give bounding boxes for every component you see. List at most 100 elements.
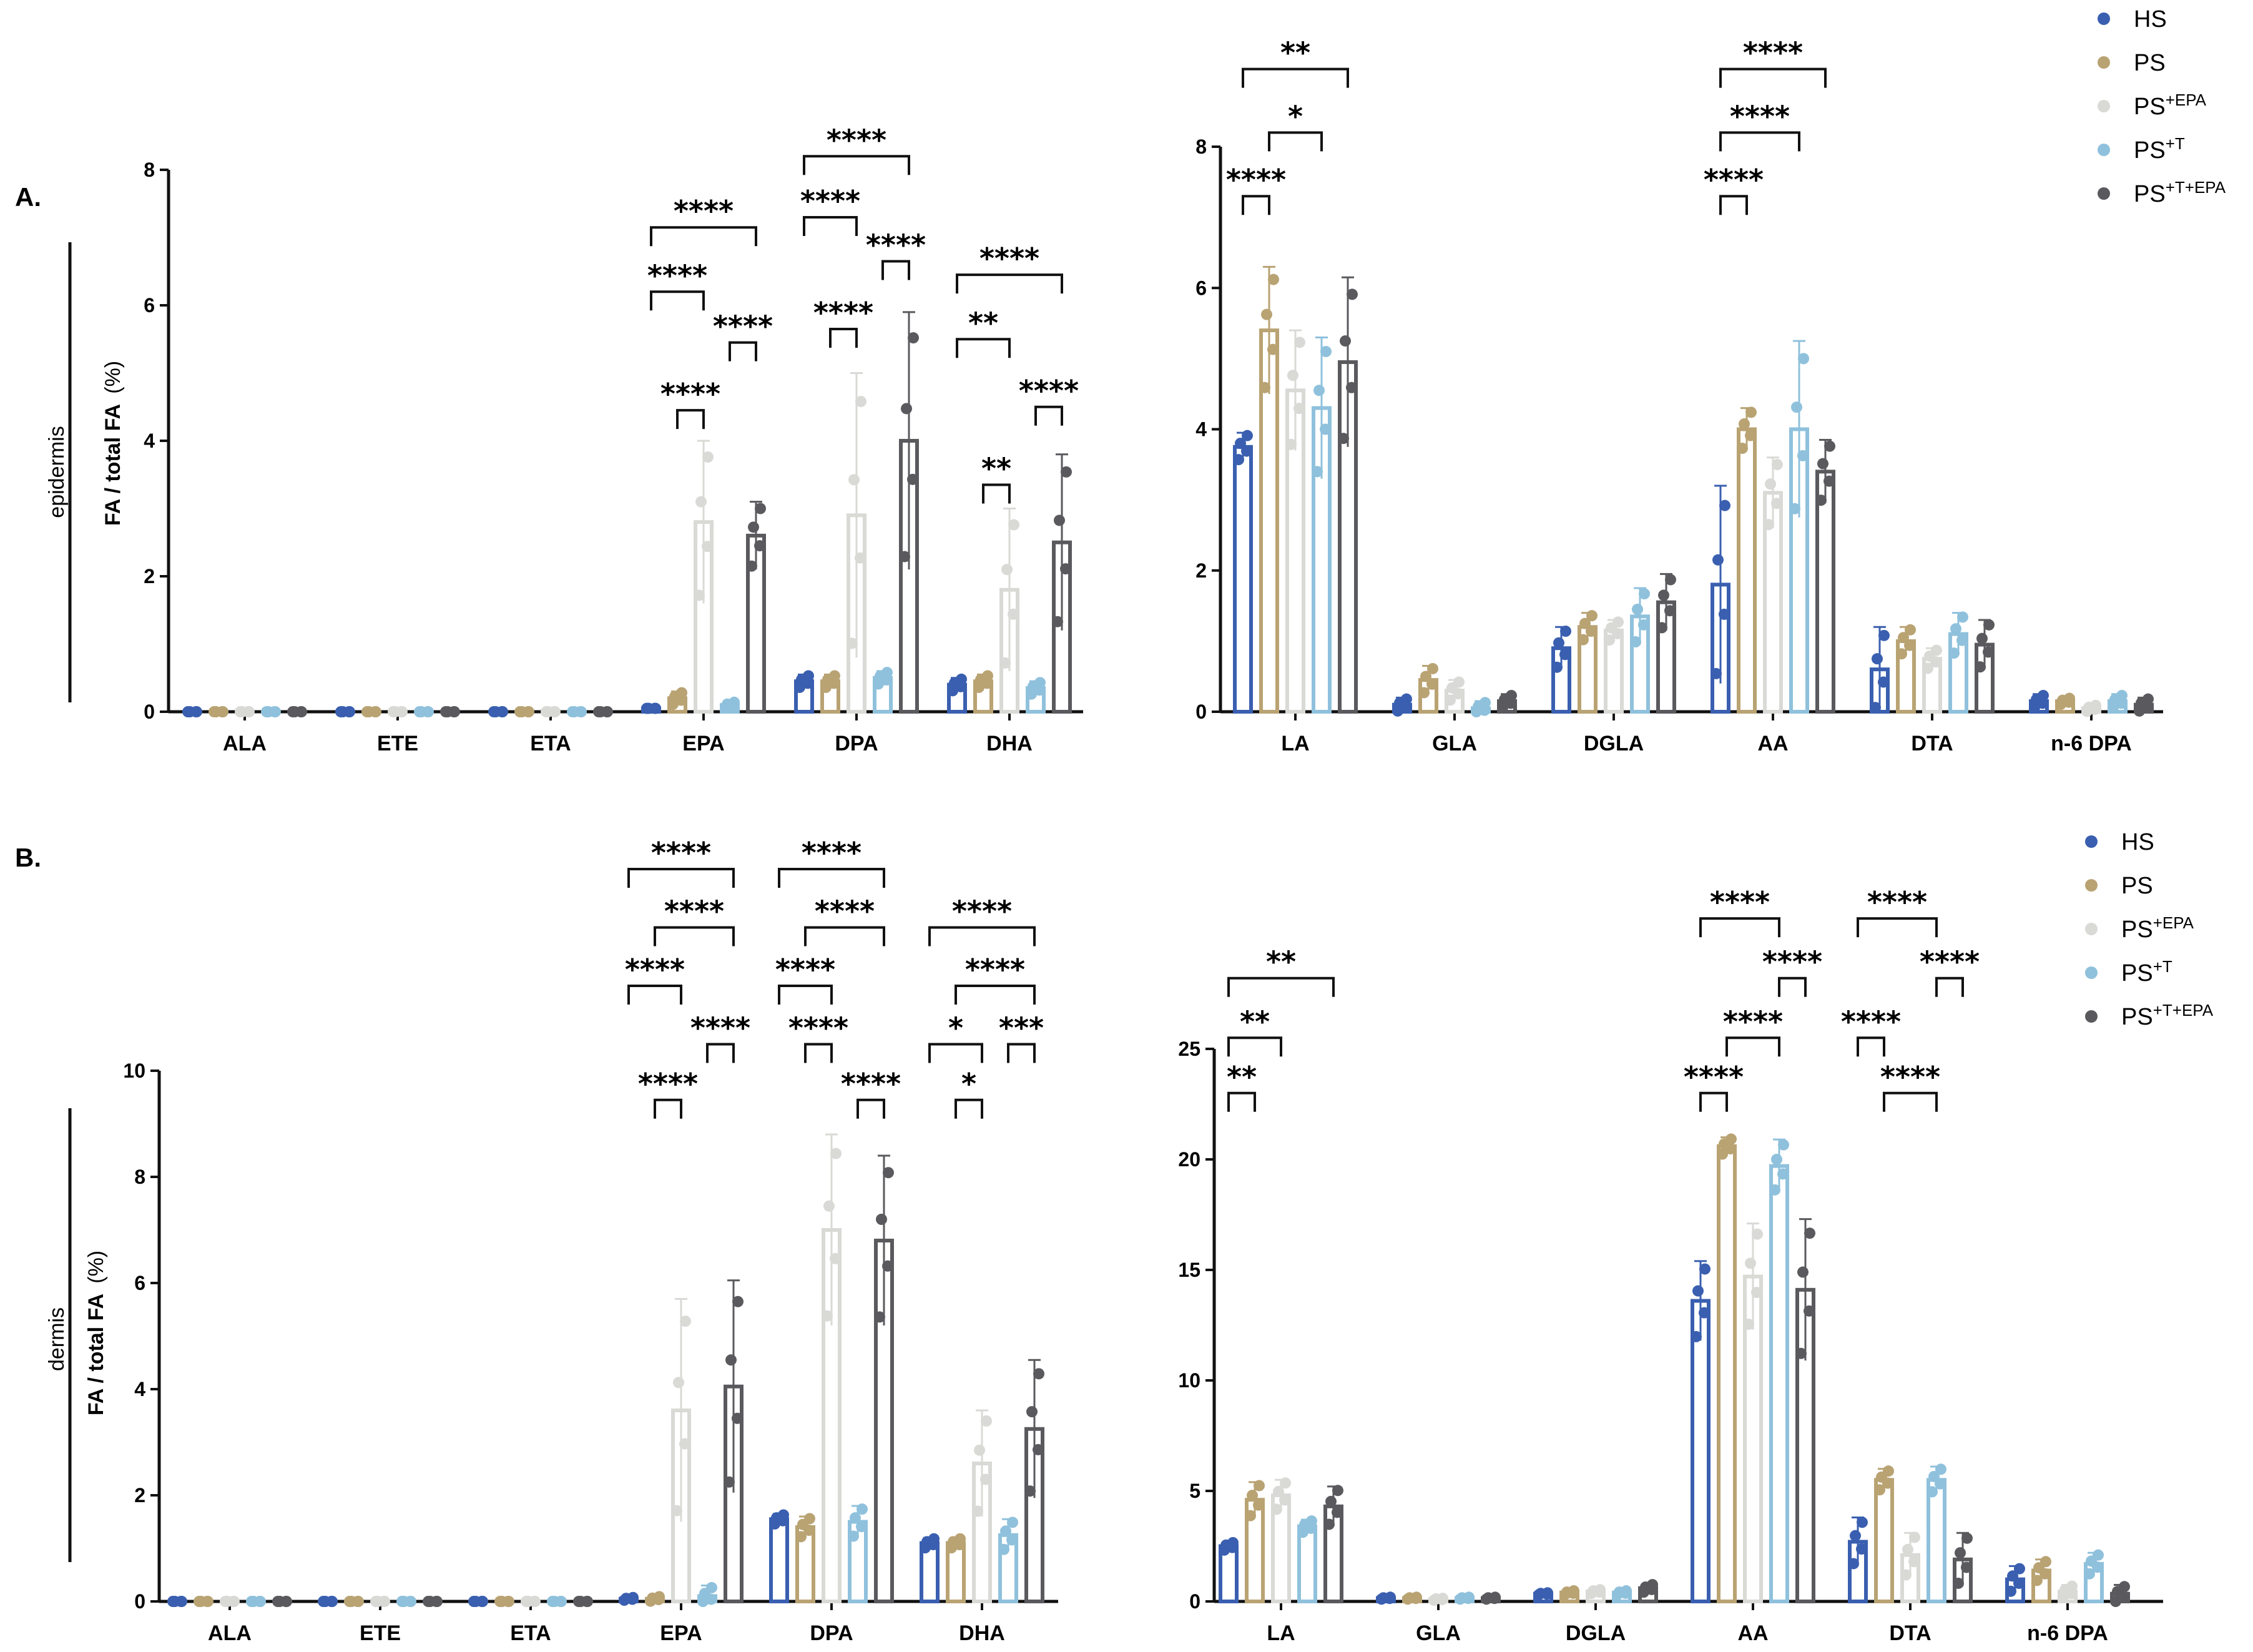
bar-hs-ete-point bbox=[344, 706, 355, 717]
significance-label: * bbox=[1288, 99, 1303, 133]
significance-label: * bbox=[948, 1011, 963, 1045]
significance-bracket bbox=[955, 1098, 983, 1119]
bar-psplus-epa-la-point bbox=[1287, 370, 1298, 381]
significance-bracket bbox=[676, 409, 705, 430]
bar-ps-aa-point bbox=[1745, 430, 1756, 441]
bar-hs-gla-point bbox=[1385, 1591, 1396, 1603]
x-tick-label-eta: ETA bbox=[530, 732, 571, 755]
bar-psplus-epa-dha-point bbox=[981, 1415, 992, 1427]
significance-bracket bbox=[982, 483, 1011, 504]
bar-hs-dpa-point bbox=[803, 670, 814, 682]
bar-psplus-tplus-epa-dha bbox=[1052, 540, 1072, 714]
y-tick-label: 10 bbox=[1178, 1369, 1200, 1392]
y-tick-label: 6 bbox=[144, 294, 155, 317]
bar-hs-aa bbox=[1691, 1299, 1711, 1604]
bar-psplus-epa-epa-point bbox=[702, 541, 713, 553]
legend-label-psplus-tplus-epa: PS+T+EPA bbox=[2121, 1001, 2214, 1030]
bar-ps-dta-point bbox=[1905, 624, 1916, 636]
bar-hs-eta-point bbox=[497, 706, 508, 717]
bar-ps-ala-point bbox=[217, 706, 228, 717]
bar-hs-n-6-dpa-point bbox=[2038, 689, 2049, 701]
legend-label-psplus-epa: PS+EPA bbox=[2134, 91, 2207, 120]
legend-marker-ps bbox=[2098, 56, 2110, 69]
bar-ps-dgla-point bbox=[1578, 634, 1589, 646]
bar-ps-aa bbox=[1737, 427, 1757, 714]
bar-psplus-t-dpa-point bbox=[850, 1512, 861, 1524]
bar-ps-dta-point bbox=[1883, 1465, 1894, 1477]
x-tick-label-dta: DTA bbox=[1889, 1621, 1931, 1645]
y-tick-label: 0 bbox=[1189, 1590, 1200, 1613]
bar-psplus-tplus-epa-dgla-point bbox=[1658, 589, 1669, 601]
bar-ps-eta-point bbox=[503, 1596, 514, 1607]
bar-hs-gla-point bbox=[1401, 693, 1412, 705]
x-tick-label-eta: ETA bbox=[510, 1621, 551, 1645]
bar-psplus-epa-epa-point bbox=[695, 496, 707, 508]
bar-ps-la-point bbox=[1245, 1510, 1256, 1522]
bar-psplus-epa-dpa-point bbox=[822, 1310, 833, 1322]
bar-psplus-epa-aa bbox=[1743, 1274, 1763, 1603]
bar-psplus-epa-dpa-point bbox=[830, 1252, 841, 1264]
y-tick-label: 20 bbox=[1178, 1148, 1200, 1171]
x-tick-label-la: LA bbox=[1281, 732, 1309, 755]
significance-label: ** bbox=[1240, 1005, 1270, 1038]
significance-label: **** bbox=[1704, 163, 1764, 197]
significance-label: **** bbox=[1920, 945, 1980, 979]
bar-psplus-tplus-epa-dta-point bbox=[1961, 1561, 1972, 1573]
bar-psplus-t-dta-point bbox=[1948, 647, 1960, 659]
bar-psplus-epa-dta-point bbox=[1900, 1569, 1912, 1581]
bar-psplus-t-epa-point bbox=[706, 1581, 717, 1593]
bar-psplus-tplus-epa-la-point bbox=[1338, 433, 1349, 445]
significance-label: **** bbox=[647, 258, 707, 292]
bar-psplus-tplus-epa-eta-point bbox=[602, 706, 613, 717]
significance-label: **** bbox=[651, 836, 711, 870]
x-tick-label-ete: ETE bbox=[377, 732, 418, 755]
significance-label: **** bbox=[841, 1067, 901, 1101]
bar-psplus-epa-eta-point bbox=[529, 1596, 541, 1607]
bar-psplus-tplus-epa-dpa-point bbox=[882, 1260, 893, 1272]
bar-psplus-tplus-epa-aa bbox=[1795, 1287, 1815, 1604]
bar-psplus-t-aa-point bbox=[1789, 503, 1800, 514]
significance-label: **** bbox=[813, 296, 873, 330]
region-label-dermis: dermis bbox=[45, 1307, 69, 1371]
x-tick-label-gla: GLA bbox=[1432, 732, 1477, 755]
bar-ps-gla-point bbox=[1411, 1591, 1422, 1603]
bar-psplus-tplus-epa-la-point bbox=[1332, 1507, 1343, 1518]
significance-label: **** bbox=[1226, 163, 1286, 197]
bar-psplus-t-aa-point bbox=[1777, 1168, 1789, 1180]
bar-psplus-epa-aa-point bbox=[1771, 498, 1782, 509]
bar-psplus-t-la bbox=[1312, 406, 1332, 714]
bar-psplus-t-aa-point bbox=[1797, 450, 1809, 461]
bar-psplus-epa-la-point bbox=[1280, 1477, 1291, 1489]
bar-psplus-epa-dha-point bbox=[999, 657, 1011, 669]
y-tick-label: 10 bbox=[123, 1060, 145, 1082]
bar-hs-aa bbox=[1711, 583, 1730, 714]
significance-label: ** bbox=[981, 452, 1011, 486]
y-tick-label: 5 bbox=[1189, 1480, 1200, 1502]
bar-psplus-epa-aa-point bbox=[1772, 459, 1783, 471]
bar-ps-la-point bbox=[1259, 381, 1270, 393]
bar-psplus-tplus-epa-la-point bbox=[1332, 1485, 1343, 1497]
bar-psplus-epa-ete-point bbox=[379, 1596, 390, 1607]
bar-psplus-tplus-epa-aa-point bbox=[1815, 494, 1827, 506]
significance-bracket bbox=[1242, 195, 1270, 215]
bar-psplus-tplus-epa-dgla-point bbox=[1656, 622, 1667, 634]
bar-psplus-tplus-epa-dpa-point bbox=[901, 403, 912, 415]
legend-marker-psplus-epa bbox=[2098, 100, 2110, 112]
bar-ps-dha-point bbox=[955, 1533, 966, 1545]
x-tick-label-dta: DTA bbox=[1911, 732, 1953, 755]
bar-hs-dgla-point bbox=[1553, 637, 1564, 649]
bar-psplus-epa-la bbox=[1285, 388, 1305, 714]
significance-label: ** bbox=[968, 306, 998, 340]
bar-psplus-t-la-point bbox=[1320, 423, 1331, 435]
y-tick-label: 4 bbox=[134, 1378, 145, 1400]
bar-hs-dta-point bbox=[1872, 653, 1883, 665]
significance-label: **** bbox=[625, 953, 685, 986]
bar-ps-aa-point bbox=[1725, 1133, 1737, 1145]
legend-label-psplus-epa: PS+EPA bbox=[2121, 913, 2194, 943]
y-tick-label: 4 bbox=[144, 430, 155, 452]
significance-label: **** bbox=[1880, 1060, 1940, 1094]
bar-psplus-tplus-epa-dgla-point bbox=[1664, 605, 1676, 617]
bar-psplus-tplus-epa-epa-point bbox=[755, 503, 766, 514]
